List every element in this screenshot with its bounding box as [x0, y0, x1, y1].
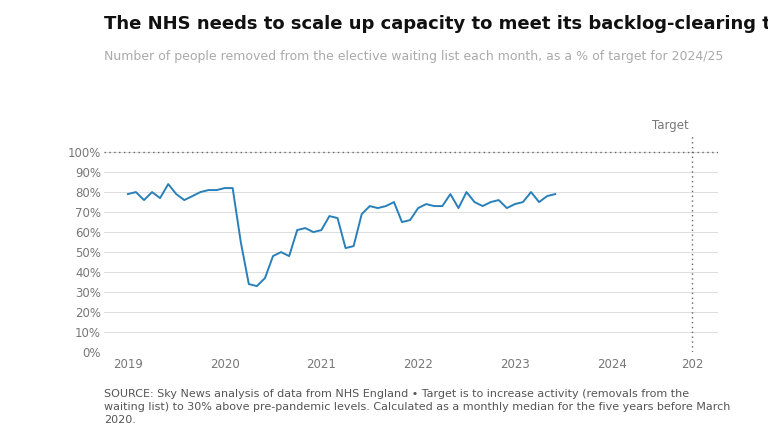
Text: Number of people removed from the elective waiting list each month, as a % of ta: Number of people removed from the electi… — [104, 50, 723, 63]
Text: The NHS needs to scale up capacity to meet its backlog-clearing target: The NHS needs to scale up capacity to me… — [104, 15, 768, 33]
Text: Target: Target — [652, 119, 689, 132]
Text: SOURCE: Sky News analysis of data from NHS England • Target is to increase activ: SOURCE: Sky News analysis of data from N… — [104, 389, 730, 425]
